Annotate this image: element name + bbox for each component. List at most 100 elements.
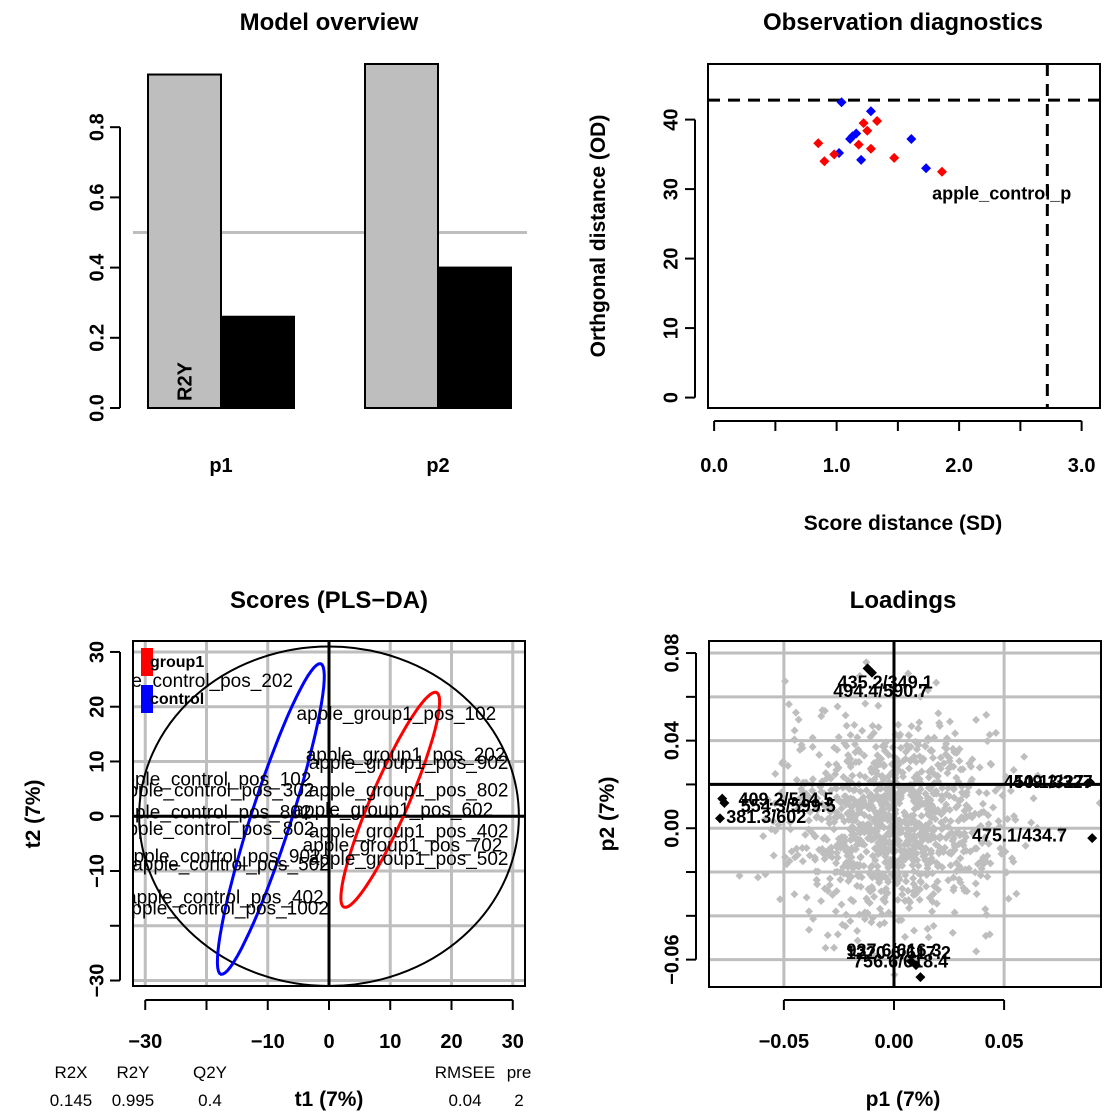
loadings-point [1029, 794, 1038, 803]
loadings-point [837, 812, 846, 821]
loadings-point [830, 943, 839, 952]
loadings-point [905, 837, 914, 846]
loadings-point [868, 721, 877, 730]
loadings-point [846, 917, 855, 926]
loadings-point [879, 760, 888, 769]
loadings-point [938, 783, 947, 792]
loadings-point [833, 745, 842, 754]
loadings-point [820, 884, 829, 893]
loadings-point [923, 793, 932, 802]
loadings-point [851, 748, 860, 757]
loadings-point [936, 753, 945, 762]
diagnostics-point-group1 [936, 166, 947, 177]
stat-header: pre [507, 1063, 532, 1082]
loadings-point [863, 908, 872, 917]
scores-shapes [133, 641, 525, 986]
loadings-point [812, 813, 821, 822]
loadings-point [934, 709, 943, 718]
loadings-point [984, 811, 993, 820]
loadings-point [946, 861, 955, 870]
loadings-highlighted-point [1082, 778, 1093, 789]
loadings-point [815, 750, 824, 759]
scores-x-tick-label: 10 [379, 1031, 401, 1053]
loadings-point [769, 817, 778, 826]
loadings-point [854, 805, 863, 814]
loadings-point [818, 706, 827, 715]
scores-sample-label: apple_control_pos_902 [123, 846, 321, 867]
loadings-point [932, 678, 941, 687]
loadings-point [901, 896, 910, 905]
loadings-variable-label: 449.3/327 [1013, 772, 1093, 792]
loadings-point [896, 794, 905, 803]
loadings-point [846, 754, 855, 763]
loadings-point [869, 729, 878, 738]
loadings-point [1002, 868, 1011, 877]
loadings-point [869, 869, 878, 878]
stat-value: 2 [514, 1091, 523, 1110]
loadings-point [925, 893, 934, 902]
loadings-point [995, 822, 1004, 831]
loadings-point [881, 872, 890, 881]
loadings-x-tick-label: 0.00 [875, 1031, 914, 1053]
loadings-points [709, 641, 1101, 987]
loadings-point [853, 733, 862, 742]
loadings-point [790, 890, 799, 899]
loadings-point [781, 853, 790, 862]
loadings-point [916, 785, 925, 794]
scores-sample-label: apple_group1_pos_802 [309, 781, 509, 802]
loadings-point [781, 677, 790, 686]
loadings-point [837, 900, 846, 909]
loadings-point [884, 908, 893, 917]
loadings-point [972, 715, 981, 724]
loadings-point [928, 869, 937, 878]
loadings-point [984, 820, 993, 829]
loadings-point [881, 897, 890, 906]
loadings-point [926, 767, 935, 776]
loadings-point [786, 825, 795, 834]
overview-bar-label: R2Y [175, 361, 197, 401]
loadings-point [965, 759, 974, 768]
loadings-point [902, 877, 911, 886]
overview-x-label: p2 [426, 455, 449, 477]
loadings-point [927, 857, 936, 866]
loadings-point [846, 762, 855, 771]
loadings-point [823, 931, 832, 940]
loadings-point [915, 895, 924, 904]
loadings-point [907, 722, 916, 731]
scores-legend-swatch-control [141, 685, 153, 713]
loadings-point [901, 747, 910, 756]
loadings-point [962, 887, 971, 896]
loadings-point [866, 794, 875, 803]
loadings-point [909, 874, 918, 883]
loadings-point [894, 841, 903, 850]
loadings-point [930, 733, 939, 742]
loadings-highlighted-point [715, 813, 726, 824]
loadings-point [940, 743, 949, 752]
loadings-point [899, 772, 908, 781]
loadings-point [878, 910, 887, 919]
loadings-point [937, 818, 946, 827]
loadings-point [828, 890, 837, 899]
loadings-point [911, 804, 920, 813]
loadings-point [960, 829, 969, 838]
loadings-point [791, 708, 800, 717]
loadings-point [851, 785, 860, 794]
scores-legend-swatch-group1 [141, 648, 153, 676]
loadings-point [876, 833, 885, 842]
loadings-point [914, 775, 923, 784]
loadings-highlighted-point [719, 798, 730, 809]
loadings-point [923, 864, 932, 873]
loadings-point [919, 800, 928, 809]
diagnostics-title: Observation diagnostics [763, 9, 1043, 36]
loadings-point [922, 870, 931, 879]
loadings-point [826, 808, 835, 817]
loadings-title: Loadings [850, 587, 957, 614]
loadings-point [926, 784, 935, 793]
loadings-point [735, 871, 744, 880]
loadings-point [929, 921, 938, 930]
loadings-point [962, 846, 971, 855]
loadings-point [845, 784, 854, 793]
loadings-point [910, 926, 919, 935]
loadings-point [904, 731, 913, 740]
